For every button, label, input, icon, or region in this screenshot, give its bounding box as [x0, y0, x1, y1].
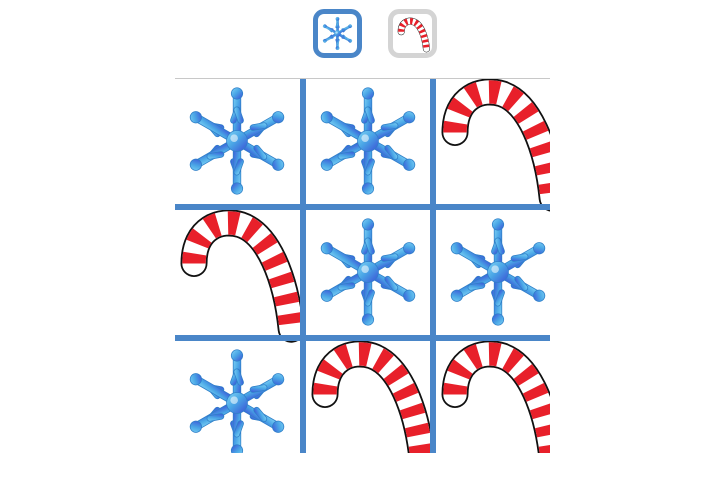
game-board [175, 78, 550, 453]
board-cell-0-0[interactable] [175, 79, 300, 204]
board-cell-1-2[interactable] [436, 210, 550, 335]
board-cell-0-2[interactable] [436, 79, 550, 204]
snowflake-icon [175, 79, 300, 204]
candy-cane-icon [306, 341, 431, 453]
candy-cane-icon [436, 341, 550, 453]
candy-cane-icon [175, 210, 300, 335]
board-cell-2-0[interactable] [175, 341, 300, 453]
board-cell-2-1[interactable] [306, 341, 431, 453]
grid-line [175, 204, 550, 210]
board-cell-0-1[interactable] [306, 79, 431, 204]
candy-cane-icon [393, 14, 432, 53]
candy-cane-icon [436, 79, 550, 204]
grid-line [430, 79, 436, 453]
board-cell-1-0[interactable] [175, 210, 300, 335]
board-cell-2-2[interactable] [436, 341, 550, 453]
snowflake-icon [318, 14, 357, 53]
board-cell-1-1[interactable] [306, 210, 431, 335]
snowflake-icon [436, 210, 550, 335]
snowflake-icon [175, 341, 300, 453]
snowflake-icon [306, 210, 431, 335]
player-candy-cane-button[interactable] [388, 9, 437, 58]
grid-line [175, 335, 550, 341]
grid-line [300, 79, 306, 453]
snowflake-icon [306, 79, 431, 204]
player-snowflake-button[interactable] [313, 9, 362, 58]
